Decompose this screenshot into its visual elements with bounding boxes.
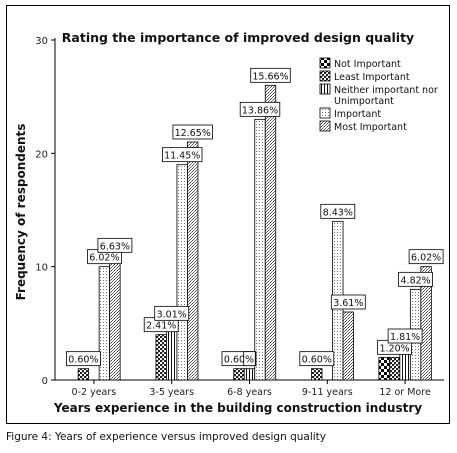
bar	[233, 368, 245, 381]
figure-caption: Figure 4: Years of experience versus imp…	[6, 431, 326, 443]
bar	[155, 334, 167, 381]
data-label: 6.02%	[89, 253, 119, 264]
bar	[264, 84, 277, 381]
bar	[342, 311, 354, 381]
chart-title: Rating the importance of improved design…	[62, 30, 414, 45]
y-tick-label: 0	[42, 376, 48, 387]
legend-swatch	[319, 120, 331, 132]
data-label-box	[250, 67, 291, 83]
data-label-box	[398, 271, 434, 287]
data-label: 1.81%	[390, 332, 420, 343]
legend-label: Important	[334, 109, 381, 120]
legend-swatch	[319, 107, 331, 119]
bar	[187, 141, 199, 381]
data-label: 11.45%	[164, 151, 200, 162]
y-tick-label: 30	[35, 36, 48, 47]
bar	[378, 356, 390, 381]
data-label-box	[408, 249, 444, 265]
data-label: 3.01%	[157, 309, 187, 320]
data-label-box	[299, 351, 335, 367]
data-label-box	[66, 351, 101, 367]
legend-label: Neither important nor	[334, 85, 438, 96]
legend-swatch	[319, 70, 331, 82]
y-tick-label: 10	[35, 263, 48, 274]
legend-swatch	[319, 57, 331, 69]
bar	[176, 164, 188, 381]
x-tick-label: 0-2 years	[72, 387, 117, 398]
y-tick-label: 20	[35, 149, 48, 160]
data-label-box	[330, 294, 366, 310]
legend-label: Most Important	[334, 122, 407, 133]
data-label-box	[154, 305, 190, 321]
data-label-box	[172, 124, 213, 140]
bar	[109, 254, 121, 381]
bar	[420, 266, 432, 381]
bar	[254, 118, 266, 381]
data-label-box	[387, 328, 423, 344]
x-tick-label: 6-8 years	[227, 387, 272, 398]
data-label-box	[243, 351, 256, 367]
data-label: 13.86%	[242, 105, 278, 116]
x-tick-label: 3-5 years	[149, 387, 194, 398]
data-label: 15.66%	[252, 71, 288, 82]
data-label: 12.65%	[175, 128, 211, 139]
data-label-box	[161, 147, 203, 163]
data-label: 2.41%	[146, 321, 176, 332]
data-label: 3.61%	[333, 298, 363, 309]
x-axis-title: Years experience in the building constru…	[53, 401, 422, 415]
data-label-box	[239, 101, 281, 117]
data-label: 4.82%	[401, 275, 431, 286]
data-label: 6.02%	[411, 253, 441, 264]
bar	[243, 368, 256, 381]
legend-label: Least Important	[334, 72, 410, 83]
legend-label: Unimportant	[334, 96, 394, 107]
data-label: 0.60%	[68, 355, 98, 366]
bar	[388, 356, 401, 381]
bar	[311, 368, 323, 381]
data-label: 0.60%	[302, 355, 332, 366]
bar	[77, 368, 90, 381]
data-label: 1.20%	[380, 343, 410, 354]
data-label: 0.60%	[224, 355, 254, 366]
x-tick-label: 9-11 years	[302, 387, 353, 398]
legend-label: Not Important	[334, 59, 401, 70]
data-label-box	[320, 203, 356, 219]
data-label-box	[97, 237, 133, 253]
x-tick-label: 12 or More	[379, 387, 431, 398]
data-label: %	[245, 355, 254, 366]
data-label: 8.43%	[323, 207, 353, 218]
y-axis-title: Frequency of respondents	[14, 124, 28, 301]
data-label: 6.63%	[100, 241, 130, 252]
legend-swatch	[319, 83, 331, 95]
